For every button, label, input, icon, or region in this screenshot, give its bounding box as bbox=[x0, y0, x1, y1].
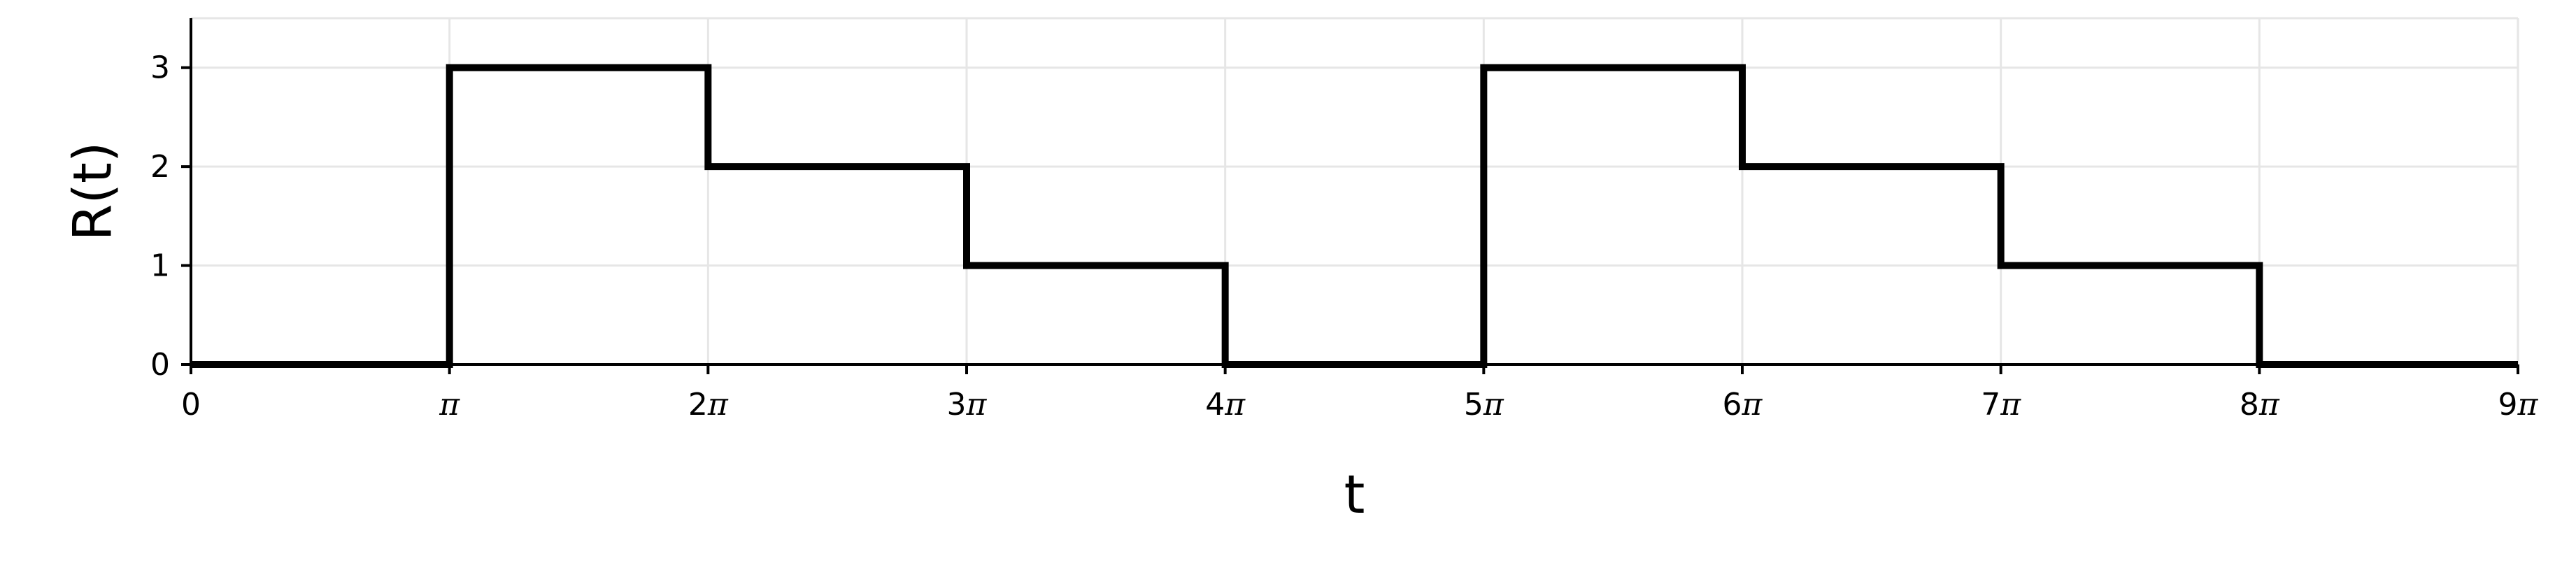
x-tick-label-7: 7π bbox=[1981, 387, 2021, 423]
y-tick-label-3: 3 bbox=[150, 50, 170, 86]
x-tick-label-0: 0 bbox=[181, 387, 201, 423]
x-tick-label-5: 5π bbox=[1464, 387, 1504, 423]
y-tick-label-0: 0 bbox=[150, 347, 170, 383]
x-tick-label-8: 8π bbox=[2240, 387, 2280, 423]
x-tick-label-3: 3π bbox=[947, 387, 988, 423]
y-axis-label: R(t) bbox=[62, 142, 124, 241]
series-line-0 bbox=[191, 64, 2518, 368]
series bbox=[191, 64, 2518, 368]
y-tick-label-1: 1 bbox=[150, 248, 170, 284]
y-tick-label-2: 2 bbox=[150, 149, 170, 185]
x-tick-label-1: π bbox=[439, 387, 460, 423]
x-tick-label-6: 6π bbox=[1723, 387, 1763, 423]
x-tick-label-9: 9π bbox=[2498, 387, 2539, 423]
x-tick-label-4: 4π bbox=[1205, 387, 1246, 423]
x-tick-label-2: 2π bbox=[688, 387, 729, 423]
ticks: 0 π 2π 3π 4π 5π 6π 7π 8π 9π 0 1 2 3 bbox=[150, 50, 2539, 423]
x-axis-label: t bbox=[1344, 463, 1365, 525]
